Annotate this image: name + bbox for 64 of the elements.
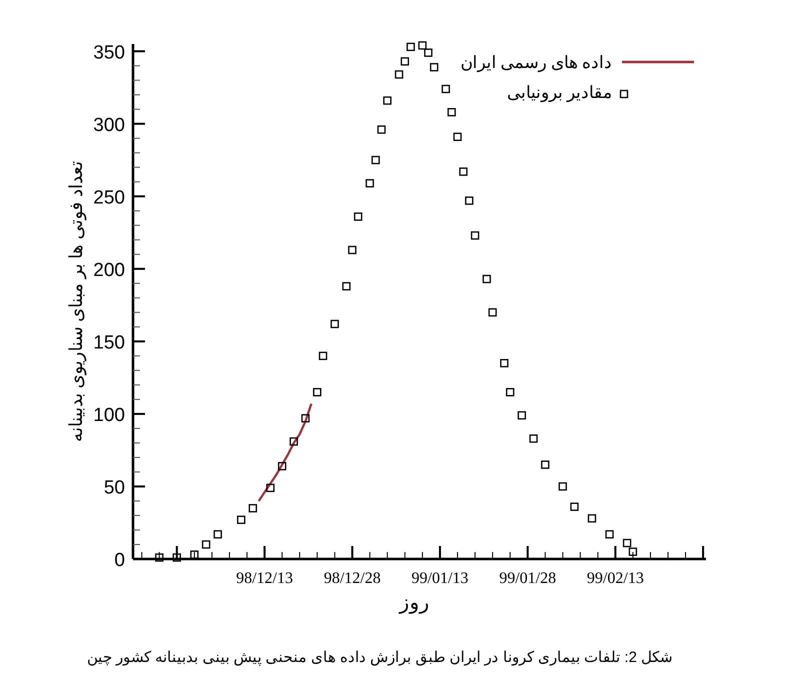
- point: [605, 530, 614, 538]
- x-tick-label: 99/01/13: [412, 570, 468, 587]
- point: [588, 514, 596, 523]
- point: [488, 308, 497, 317]
- point: [190, 550, 199, 559]
- point: [558, 482, 567, 491]
- y-tick-label: 350: [93, 42, 125, 64]
- point: [237, 516, 246, 524]
- point: [529, 434, 538, 443]
- x-tick-label: 99/02/13: [586, 570, 644, 587]
- legend-label: مقادیر برونیابی: [506, 83, 612, 103]
- x-tick-label: 99/01/28: [499, 570, 556, 587]
- point: [248, 504, 258, 512]
- point: [418, 41, 427, 50]
- point: [470, 231, 480, 240]
- point: [330, 320, 339, 328]
- point: [366, 179, 374, 188]
- point: [290, 437, 298, 446]
- point: [459, 168, 468, 176]
- y-tick-label: 0: [114, 550, 125, 571]
- point: [278, 462, 286, 470]
- point: [318, 352, 328, 360]
- point: [424, 48, 432, 57]
- point: [400, 57, 410, 66]
- point: [342, 282, 351, 290]
- point: [377, 125, 386, 134]
- y-tick-label: 50: [104, 477, 125, 498]
- point: [372, 156, 380, 164]
- y-tick-label: 300: [93, 114, 125, 136]
- point: [348, 246, 356, 254]
- point: [155, 553, 164, 562]
- y-tick-label: 200: [93, 260, 125, 281]
- point: [266, 484, 275, 492]
- text: شکل 2: تلفات بیماری کرونا در ایران طبق برازش داده های منحنی پیش بینی بدبینانه کشور چین: [86, 649, 674, 666]
- point: [453, 132, 462, 141]
- point: [394, 70, 404, 79]
- point: [500, 359, 508, 368]
- point: [313, 388, 322, 396]
- point: [518, 411, 526, 420]
- point: [506, 388, 514, 396]
- x-tick-label: 98/12/13: [236, 570, 293, 587]
- point: [482, 274, 491, 284]
- legend-label: داده های رسمی ایران: [460, 53, 612, 73]
- y-axis-title: تعداد فوتی ها بر مبنای سناریوی بدبینانه: [66, 161, 87, 442]
- point: [541, 460, 550, 469]
- point: [570, 502, 579, 511]
- x-axis-title: روز: [398, 592, 430, 614]
- point: [383, 96, 392, 105]
- point: [622, 538, 632, 548]
- point: [448, 108, 456, 116]
- point: [465, 196, 474, 205]
- y-tick-label: 250: [93, 187, 125, 208]
- point: [406, 42, 415, 52]
- x-tick-label: 98/12/28: [324, 570, 381, 587]
- point: [628, 548, 638, 556]
- point: [202, 540, 210, 549]
- point: [442, 84, 450, 94]
- point: [172, 553, 181, 562]
- y-tick-label: 100: [93, 404, 125, 426]
- point: [354, 212, 362, 221]
- point: [430, 63, 438, 72]
- y-tick-label: 150: [93, 332, 125, 354]
- point: [301, 414, 310, 422]
- point: [214, 530, 222, 538]
